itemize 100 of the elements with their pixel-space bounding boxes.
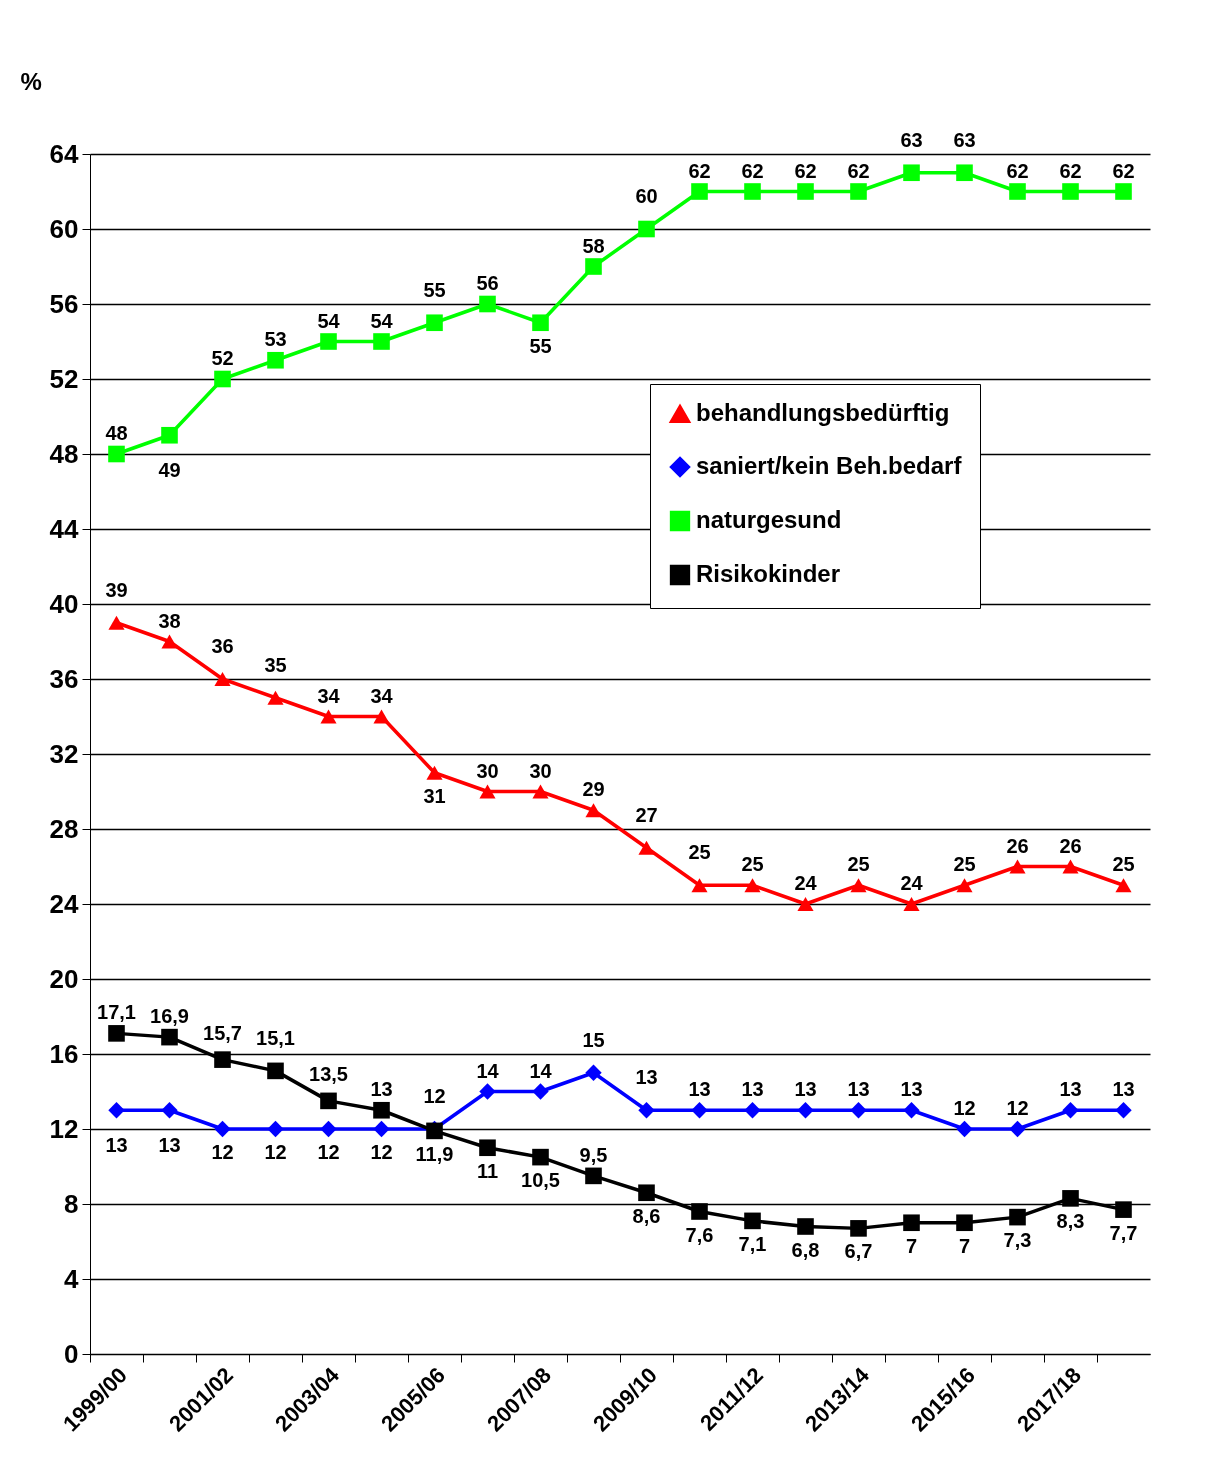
data-label: 54 <box>317 309 341 332</box>
point <box>585 1064 602 1081</box>
data-label: 14 <box>529 1059 553 1082</box>
data-label: 6,8 <box>791 1238 820 1261</box>
y-tick-label: 64 <box>49 138 80 169</box>
data-label: 15,7 <box>203 1021 242 1044</box>
data-label: 13 <box>900 1078 923 1101</box>
data-label: 49 <box>158 459 181 482</box>
data-label: 13 <box>741 1078 764 1101</box>
point <box>638 1102 655 1119</box>
data-label: 12 <box>423 1085 446 1107</box>
y-tick-label: 20 <box>49 963 79 994</box>
point <box>108 445 125 463</box>
data-label: 56 <box>476 272 499 294</box>
data-label: 62 <box>1059 159 1082 182</box>
data-label: 25 <box>1112 853 1135 876</box>
data-label: 7 <box>958 1234 971 1257</box>
y-tick-label: 44 <box>49 513 80 544</box>
y-tick-label: 16 <box>49 1038 79 1069</box>
data-label: 7,1 <box>738 1232 767 1255</box>
data-label: 12 <box>953 1097 976 1119</box>
point <box>1062 183 1079 200</box>
data-label: 26 <box>1059 834 1082 857</box>
y-tick-label: 32 <box>49 738 79 769</box>
data-label: 7,7 <box>1109 1221 1138 1244</box>
y-tick-label: 8 <box>64 1188 79 1219</box>
point <box>373 1120 390 1138</box>
data-label: 38 <box>158 609 181 632</box>
point <box>744 183 761 200</box>
point <box>638 1184 655 1202</box>
point <box>532 1083 549 1100</box>
data-label: 7,6 <box>685 1223 714 1246</box>
point <box>903 164 920 182</box>
data-label: 7,3 <box>1003 1229 1032 1252</box>
data-label: 24 <box>900 872 924 894</box>
point <box>903 1214 920 1232</box>
data-label: 12 <box>264 1141 287 1163</box>
data-label: 52 <box>211 347 234 369</box>
data-label: 9,5 <box>579 1143 608 1166</box>
y-tick-label: 28 <box>49 813 79 844</box>
point <box>479 1139 496 1157</box>
data-label: 27 <box>635 803 658 826</box>
data-label: 12 <box>211 1141 234 1163</box>
data-label: 15,1 <box>256 1026 295 1049</box>
point <box>214 1051 231 1068</box>
point <box>585 258 602 275</box>
data-label: 53 <box>264 328 287 351</box>
point <box>956 1120 973 1138</box>
point <box>797 183 814 200</box>
data-label: 63 <box>953 128 976 151</box>
data-label: 8,6 <box>632 1204 661 1227</box>
y-tick-label: 24 <box>49 888 80 919</box>
point <box>1062 1190 1079 1207</box>
point <box>850 183 867 200</box>
data-label: 58 <box>582 234 605 257</box>
y-tick-label: 40 <box>49 588 79 619</box>
point <box>956 878 973 893</box>
point <box>585 803 602 818</box>
point <box>1062 859 1079 874</box>
point <box>903 897 920 911</box>
data-label: 24 <box>794 872 818 894</box>
data-label: 13 <box>635 1066 658 1089</box>
point <box>320 709 337 724</box>
point <box>426 314 443 332</box>
point <box>850 878 867 893</box>
data-label: 55 <box>529 334 552 357</box>
data-label: 13 <box>158 1134 181 1157</box>
data-label: 63 <box>900 128 923 151</box>
point <box>426 765 443 780</box>
point <box>1115 1102 1132 1119</box>
data-label: 62 <box>1112 159 1135 182</box>
legend-label: behandlungsbedürftig <box>696 399 950 426</box>
point <box>1009 1120 1026 1138</box>
y-tick-label: 52 <box>49 363 79 394</box>
legend-label: Risikokinder <box>696 560 841 587</box>
y-tick-label: 36 <box>49 663 79 694</box>
data-label: 30 <box>476 759 499 782</box>
data-label: 13 <box>847 1078 870 1101</box>
point <box>373 1101 390 1119</box>
point <box>373 333 390 350</box>
data-label: 62 <box>847 159 870 182</box>
point <box>161 426 178 444</box>
data-label: 54 <box>370 309 394 332</box>
point <box>585 1167 602 1185</box>
data-label: 13 <box>370 1078 393 1101</box>
data-label: 60 <box>635 185 658 207</box>
point <box>267 1062 284 1080</box>
point <box>1009 183 1026 200</box>
data-label: 25 <box>953 853 976 876</box>
data-label: 25 <box>847 853 870 876</box>
data-label: 13 <box>688 1078 711 1101</box>
point <box>320 1120 337 1138</box>
point <box>1009 859 1026 874</box>
data-label: 31 <box>423 784 446 807</box>
data-label: 14 <box>476 1059 500 1082</box>
data-label: 13,5 <box>309 1062 348 1085</box>
legend-label: naturgesund <box>696 506 842 533</box>
point <box>691 1203 708 1220</box>
data-label: 48 <box>105 422 128 444</box>
y-axis-title: % <box>20 67 42 95</box>
